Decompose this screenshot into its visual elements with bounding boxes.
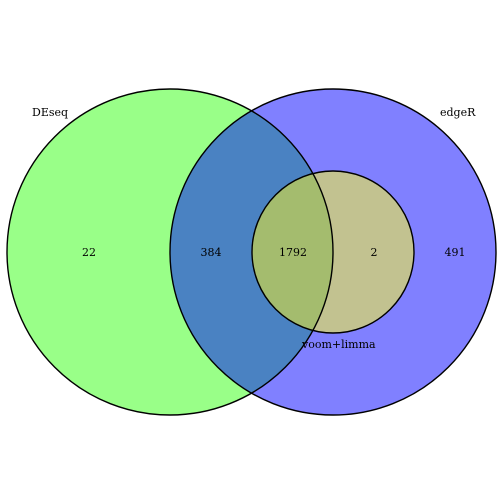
deseq-label: DEseq: [32, 106, 68, 119]
count-edger-only: 491: [445, 246, 466, 259]
voom-label: voom+limma: [301, 338, 376, 351]
count-deseq-only: 22: [82, 246, 96, 259]
count-edger-voom: 2: [371, 246, 378, 259]
edger-label: edgeR: [440, 106, 476, 119]
voom-outline: [251, 170, 415, 334]
edger-outline: [169, 88, 497, 416]
count-deseq-edger: 384: [201, 246, 222, 259]
all-three-overlap: [252, 171, 333, 333]
count-all-three: 1792: [279, 246, 307, 259]
deseq-outline: [6, 88, 334, 416]
deseq-edger-overlap: [170, 89, 333, 415]
